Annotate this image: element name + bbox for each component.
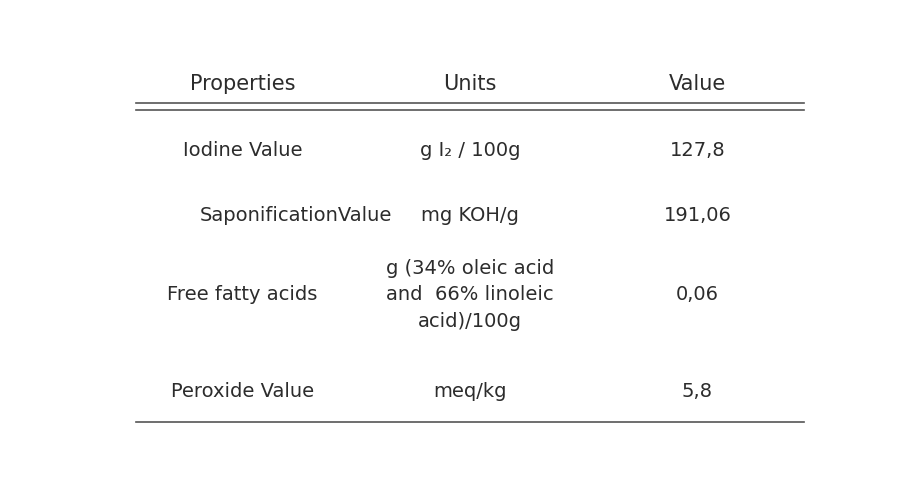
Text: 191,06: 191,06 (663, 205, 732, 224)
Text: Iodine Value: Iodine Value (182, 141, 303, 159)
Text: mg KOH/g: mg KOH/g (421, 205, 519, 224)
Text: Properties: Properties (190, 73, 295, 94)
Text: g (34% oleic acid
and  66% linoleic
acid)/100g: g (34% oleic acid and 66% linoleic acid)… (386, 258, 554, 330)
Text: 127,8: 127,8 (669, 141, 725, 159)
Text: Peroxide Value: Peroxide Value (171, 381, 315, 400)
Text: 5,8: 5,8 (682, 381, 713, 400)
Text: 0,06: 0,06 (676, 285, 719, 304)
Text: Free fatty acids: Free fatty acids (168, 285, 317, 304)
Text: meq/kg: meq/kg (433, 381, 507, 400)
Text: Value: Value (668, 73, 726, 94)
Text: g I₂ / 100g: g I₂ / 100g (420, 141, 520, 159)
Text: Units: Units (443, 73, 497, 94)
Text: SaponificationValue: SaponificationValue (200, 205, 392, 224)
